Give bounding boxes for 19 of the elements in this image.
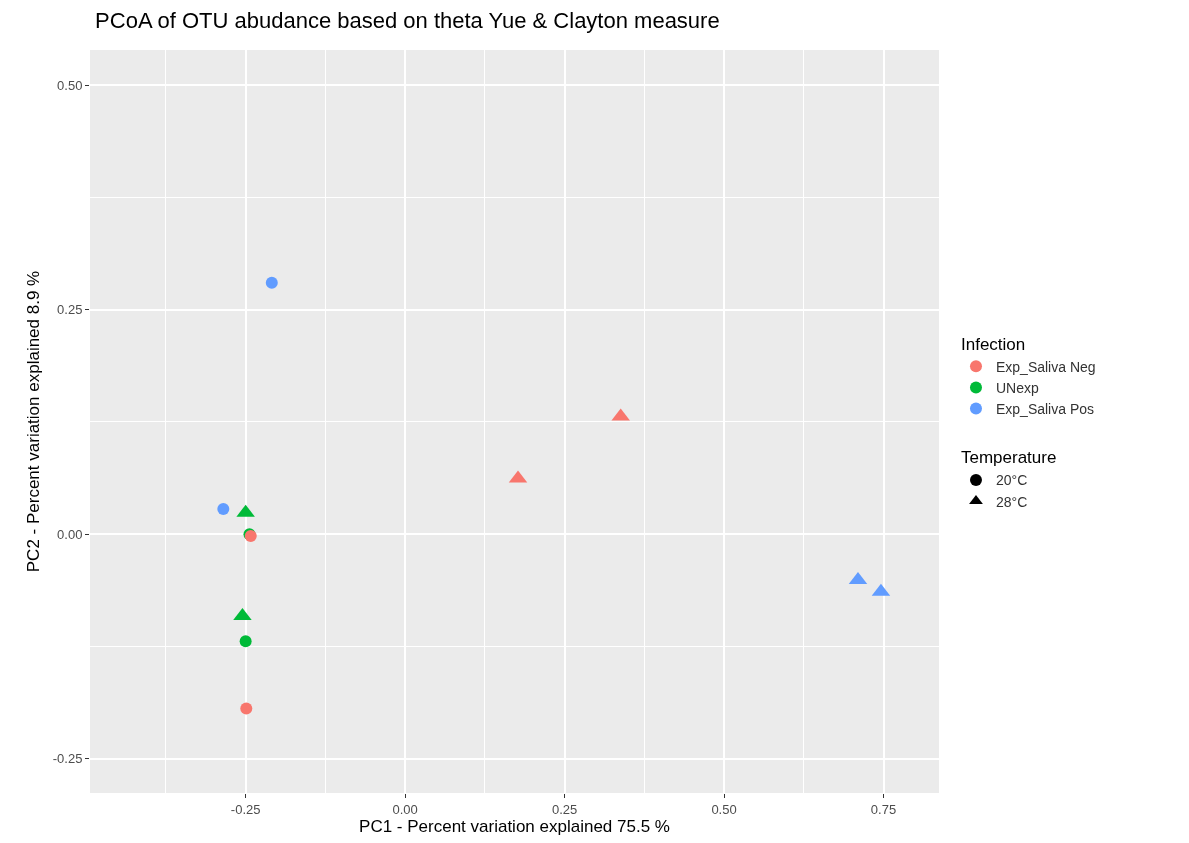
legend-label: 28°C	[995, 493, 1028, 510]
legend-label: UNexp	[995, 379, 1039, 396]
x-tick-label: 0.75	[870, 801, 897, 817]
x-tick-label: -0.25	[230, 801, 261, 817]
text: Temperature	[960, 448, 1057, 468]
y-tick-label: 0.25	[57, 302, 83, 318]
legend-label: Exp_Saliva Neg	[995, 358, 1096, 375]
x-tick-label: 0.50	[711, 801, 737, 817]
y-tick-label: -0.25	[52, 751, 83, 767]
chart-title: PCoA of OTU abudance based on theta Yue & Clayton measure	[95, 8, 720, 34]
x-axis-title: PC1 - Percent variation explained 75.5 %	[359, 817, 670, 836]
text: Infection	[960, 334, 1026, 354]
x-tick-label: 0.25	[551, 801, 578, 817]
y-tick-label: 0.50	[57, 77, 83, 93]
legend-label: 20°C	[995, 472, 1028, 489]
x-tick-label: 0.00	[392, 801, 418, 817]
legend-label: Exp_Saliva Pos	[995, 401, 1095, 418]
y-tick-label: 0.00	[57, 526, 83, 542]
y-axis-title: PC2 - Percent variation explained 8.9 %	[24, 270, 44, 573]
